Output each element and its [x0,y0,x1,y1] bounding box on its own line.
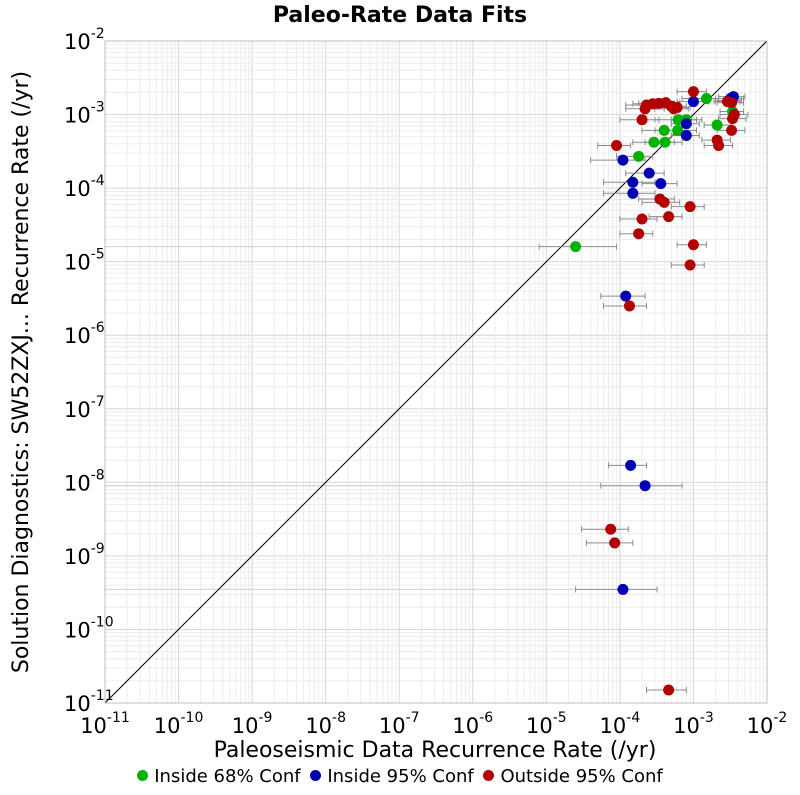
data-point [623,300,635,312]
data-point [636,114,648,126]
error-bar-reference-lines [105,246,601,590]
data-point [570,241,582,253]
x-tick-label: 10-8 [305,710,346,738]
data-point [711,134,723,146]
data-point [617,583,629,595]
data-point [672,124,684,136]
data-point [658,124,670,136]
data-point [609,537,621,549]
y-tick-label: 10-9 [64,541,105,569]
x-tick-label: 10-6 [452,710,493,738]
y-axis-label: Solution Diagnostics: SW52ZXJ... Recurre… [9,71,34,673]
y-tick-label: 10-4 [64,173,105,201]
x-tick-label: 10-3 [673,710,714,738]
legend-item-inside-68: Inside 68% Conf [137,766,301,787]
x-tick-label: 10-9 [232,710,273,738]
data-point [655,178,667,190]
data-point [611,139,623,151]
x-axis-label: Paleoseismic Data Recurrence Rate (/yr) [214,738,657,763]
x-tick-label: 10-11 [80,710,130,738]
legend-swatch-blue [310,770,322,781]
data-point [680,129,692,141]
data-point [663,684,675,696]
x-tick-label: 10-10 [154,710,204,738]
data-point [625,459,637,471]
data-point [617,154,629,166]
data-point [620,290,632,302]
y-tick-label: 10-6 [64,320,105,348]
data-point [700,93,712,105]
x-tick-labels: 10-11 10-10 10-9 10-8 10-7 10-6 10-5 10-4 10-3 10… [80,710,787,738]
data-point [643,167,655,179]
legend-label: Outside 95% Conf [500,766,663,787]
y-tick-label: 10-7 [64,394,105,422]
legend-label: Inside 95% Conf [327,766,474,787]
data-point [687,86,699,98]
y-tick-label: 10-3 [64,100,105,128]
data-point [639,480,651,492]
x-tick-label: 10-5 [526,710,567,738]
data-point [648,136,660,148]
x-tick-label: 10-4 [600,710,641,738]
error-bars [538,88,749,694]
data-point [636,213,648,225]
data-point [633,228,645,240]
data-point [659,136,671,148]
x-tick-label: 10-7 [379,710,420,738]
y-tick-label: 10-10 [64,614,114,642]
legend-item-outside-95: Outside 95% Conf [483,766,663,787]
reference-line-y-equals-x [104,40,768,704]
y-tick-label: 10-11 [64,688,114,716]
x-tick-label: 10-2 [747,710,788,738]
data-point [687,96,699,108]
data-point [680,118,692,130]
data-point [671,101,683,113]
data-point [711,119,723,131]
data-point [687,239,699,251]
data-point [684,259,696,271]
plot-grid [104,41,767,704]
data-point [654,193,666,205]
legend-label: Inside 68% Conf [154,766,301,787]
data-point [684,201,696,213]
legend-swatch-red [483,770,495,781]
y-tick-labels: 10-11 10-10 10-9 10-8 10-7 10-6 10-5 10-4 10-3 10… [64,26,114,716]
data-point [633,150,645,162]
data-points [570,86,740,696]
data-point [605,523,617,535]
data-point [627,187,639,199]
legend-swatch-green [137,770,149,781]
data-point [726,124,738,136]
y-tick-label: 10-5 [64,247,105,275]
chart-title: Paleo-Rate Data Fits [273,3,527,28]
data-point [728,109,740,121]
y-tick-label: 10-2 [64,26,105,54]
y-tick-label: 10-8 [64,467,105,495]
data-point [627,176,639,188]
paleo-rate-chart: Paleo-Rate Data Fits 10-11 10-10 10-9 10-8 1… [9,3,787,763]
data-point [663,211,675,223]
data-point [672,114,684,126]
chart-legend: Inside 68% Conf Inside 95% Conf Outside … [0,766,800,787]
legend-item-inside-95: Inside 95% Conf [310,766,474,787]
data-point [726,97,738,109]
plot-frame [104,40,768,704]
